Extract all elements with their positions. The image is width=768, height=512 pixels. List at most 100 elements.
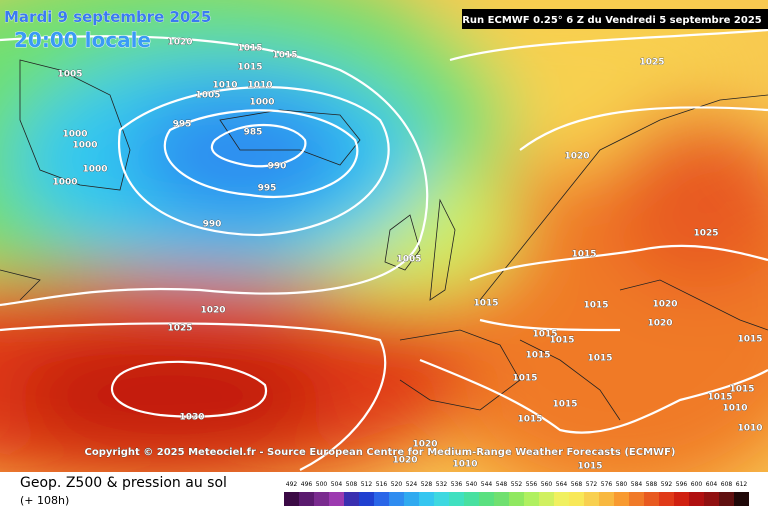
isobar-label: 1020 — [647, 319, 672, 329]
colorbar-swatch — [509, 492, 524, 506]
run-box — [462, 9, 768, 29]
isobar-label: 1015 — [707, 393, 732, 403]
colorbar-label: 604 — [706, 481, 718, 488]
colorbar-swatch — [704, 492, 719, 506]
colorbar-label: 520 — [391, 481, 403, 488]
isobar-label: 1025 — [167, 324, 192, 334]
isobar-label: 1005 — [396, 255, 421, 265]
colorbar-label: 508 — [346, 481, 358, 488]
isobar-label: 995 — [173, 120, 192, 130]
isobar-label: 995 — [258, 184, 277, 194]
isobar-label: 1015 — [237, 63, 262, 73]
footer-lead: (+ 108h) — [20, 494, 69, 507]
isobar-label: 1015 — [737, 335, 762, 345]
isobar-label: 1005 — [195, 91, 220, 101]
isobar-label: 1010 — [212, 81, 237, 91]
colorbar-label: 596 — [676, 481, 688, 488]
colorbar-swatch — [539, 492, 554, 506]
colorbar-swatch — [599, 492, 614, 506]
colorbar-swatch — [389, 492, 404, 506]
isobar-label: 1015 — [577, 462, 602, 472]
isobar-label: 1030 — [179, 413, 204, 423]
isobar-label: 1025 — [639, 58, 664, 68]
isobar-label: 1020 — [200, 306, 225, 316]
isobar-label: 1020 — [564, 152, 589, 162]
isobar-label: 1015 — [525, 351, 550, 361]
colorbar-label: 568 — [571, 481, 583, 488]
isobar-label: 1020 — [392, 456, 417, 466]
colorbar-label: 548 — [496, 481, 508, 488]
footer-title: Geop. Z500 & pression au sol — [20, 475, 227, 491]
colorbar-label: 612 — [736, 481, 748, 488]
colorbar-label: 492 — [286, 481, 298, 488]
colorbar-label: 524 — [406, 481, 418, 488]
isobar-label: 1015 — [583, 301, 608, 311]
isobar-label: 1010 — [737, 424, 762, 434]
colorbar-label: 496 — [301, 481, 313, 488]
colorbar-label: 532 — [436, 481, 448, 488]
colorbar-label: 600 — [691, 481, 703, 488]
colorbar-label: 556 — [526, 481, 538, 488]
forecast-date: Mardi 9 septembre 2025 — [4, 8, 211, 26]
isobar-label: 1015 — [237, 44, 262, 54]
colorbar-label: 512 — [361, 481, 373, 488]
isobar-label: 1010 — [452, 460, 477, 470]
colorbar-label: 584 — [631, 481, 643, 488]
isobar-label: 1000 — [62, 130, 87, 140]
colorbar-swatch — [464, 492, 479, 506]
colorbar-label: 576 — [601, 481, 613, 488]
colorbar-label: 500 — [316, 481, 328, 488]
isobar-label: 1015 — [552, 400, 577, 410]
isobar-label: 1000 — [52, 178, 77, 188]
isobar-label: 1025 — [693, 229, 718, 239]
colorbar-swatch — [299, 492, 314, 506]
run-info: Run ECMWF 0.25° 6 Z du Vendredi 5 septem… — [462, 15, 762, 26]
isobar-label: 1015 — [532, 330, 557, 340]
colorbar-swatch — [434, 492, 449, 506]
colorbar-label: 608 — [721, 481, 733, 488]
isobar-label: 1000 — [72, 141, 97, 151]
colorbar-swatch — [689, 492, 704, 506]
colorbar-swatch — [629, 492, 644, 506]
colorbar-label: 580 — [616, 481, 628, 488]
colorbar-swatch — [554, 492, 569, 506]
colorbar-swatch — [479, 492, 494, 506]
colorbar-swatch — [359, 492, 374, 506]
colorbar-swatch — [419, 492, 434, 506]
colorbar-swatch — [569, 492, 584, 506]
colorbar-swatch — [614, 492, 629, 506]
isobar-label: 1015 — [587, 354, 612, 364]
colorbar-swatch — [374, 492, 389, 506]
colorbar-label: 572 — [586, 481, 598, 488]
isobar-label: 990 — [268, 162, 287, 172]
isobar-label: 1020 — [412, 440, 437, 450]
colorbar-label: 504 — [331, 481, 343, 488]
colorbar-swatch — [674, 492, 689, 506]
isobar-label: 1000 — [82, 165, 107, 175]
colorbar-swatch — [329, 492, 344, 506]
colorbar-label: 540 — [466, 481, 478, 488]
colorbar-label: 588 — [646, 481, 658, 488]
colorbar-swatch — [449, 492, 464, 506]
colorbar: 492 496 500 504 508 512 516 520 524 528 532 536 540 5… — [284, 481, 749, 506]
isobar-label: 1015 — [729, 385, 754, 395]
isobar-label: 1020 — [652, 300, 677, 310]
isobar-label: 1010 — [247, 81, 272, 91]
colorbar-swatch — [344, 492, 359, 506]
isobar-label: 1005 — [57, 70, 82, 80]
isobar-label: 1015 — [549, 336, 574, 346]
isobar-label: 1000 — [249, 98, 274, 108]
forecast-time: 20:00 locale — [14, 28, 151, 52]
colorbar-swatch — [494, 492, 509, 506]
isobar-label: 1010 — [722, 404, 747, 414]
isobar-label: 985 — [244, 128, 263, 138]
colorbar-label: 592 — [661, 481, 673, 488]
colorbar-label: 528 — [421, 481, 433, 488]
isobar-label: 1015 — [512, 374, 537, 384]
colorbar-swatch — [644, 492, 659, 506]
isobar-label: 1015 — [571, 250, 596, 260]
colorbar-label: 536 — [451, 481, 463, 488]
colorbar-swatch — [584, 492, 599, 506]
